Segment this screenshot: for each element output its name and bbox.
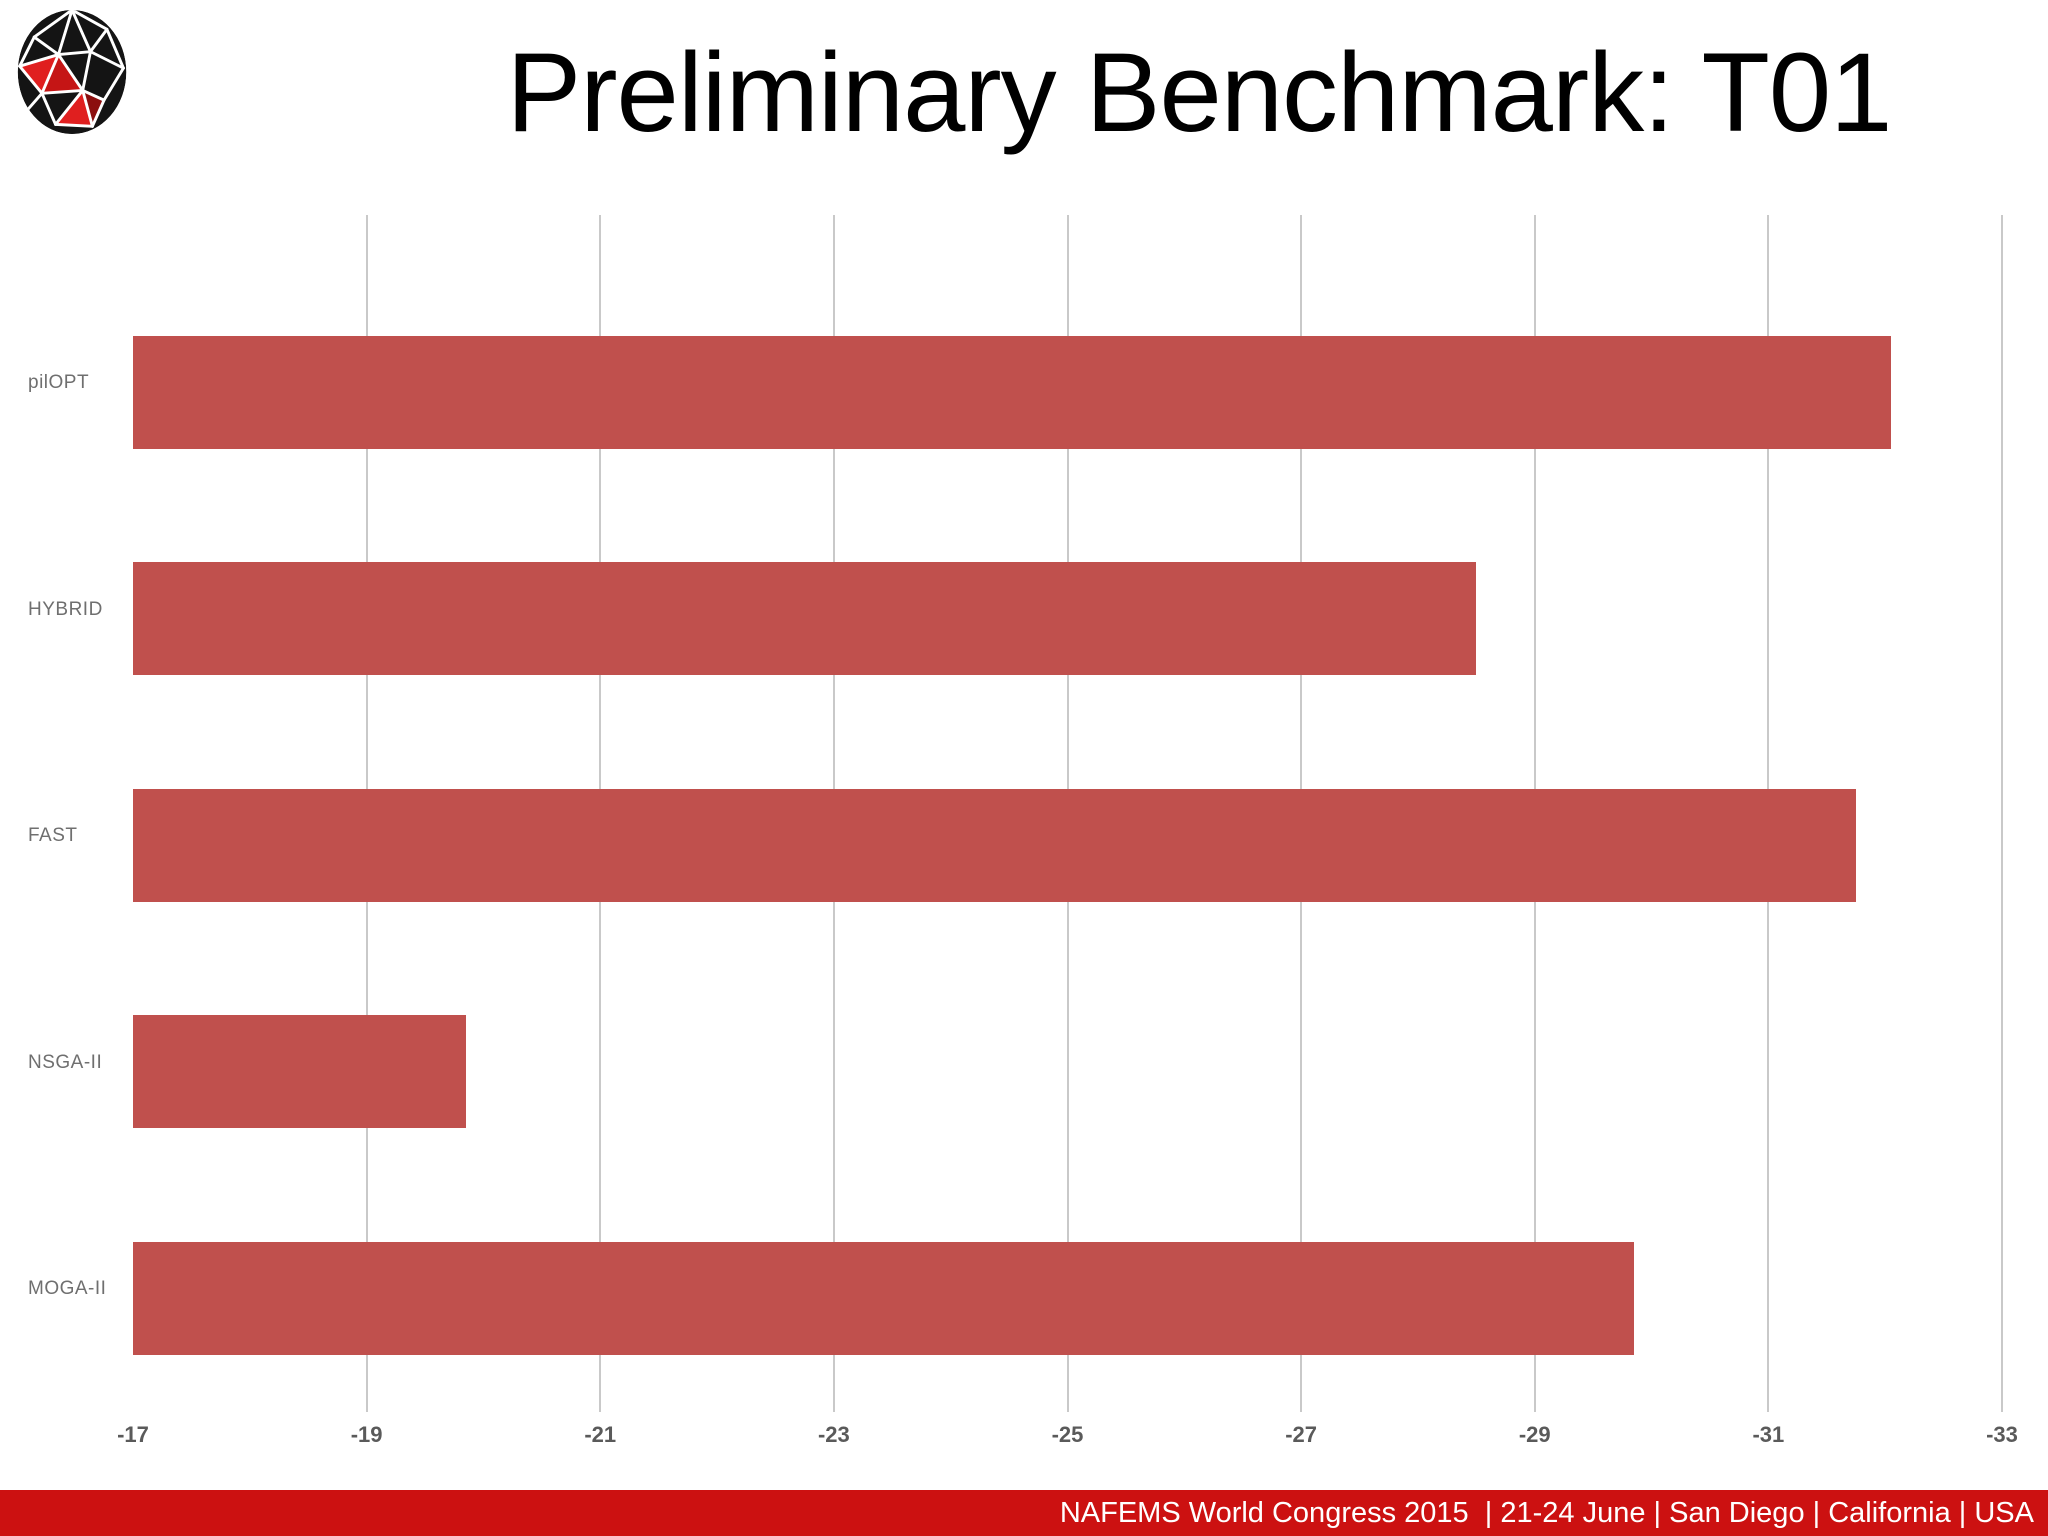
- x-tick-label: -23: [817, 1422, 850, 1447]
- category-label: HYBRID: [28, 598, 103, 620]
- x-tick-label: -17: [117, 1422, 149, 1447]
- category-label: MOGA-II: [28, 1278, 107, 1299]
- benchmark-bar-chart: pilOPT HYBRID FAST NSGA-II MOGA-II -17 -19 -21 -…: [28, 215, 2018, 1447]
- chart-bar-nsga-ii: [133, 1015, 466, 1128]
- x-tick-label: -21: [584, 1422, 617, 1447]
- x-tick-label: -27: [1285, 1422, 1318, 1447]
- page-title: Preliminary Benchmark: T01: [506, 30, 1893, 155]
- chart-bar-pilopt: [133, 335, 1892, 449]
- x-tick-label: -19: [350, 1422, 383, 1447]
- footer-text: NAFEMS World Congress 2015 | 21-24 June …: [1059, 1496, 2034, 1529]
- footer-bar: NAFEMS World Congress 2015 | 21-24 June …: [0, 1490, 2048, 1536]
- chart-bar-moga-ii: [133, 1241, 1635, 1355]
- x-tick-label: -25: [1051, 1422, 1084, 1447]
- sphere-logo-icon: [17, 9, 127, 135]
- x-tick-label: -31: [1752, 1422, 1785, 1447]
- esteco-logo: [14, 8, 132, 136]
- category-label: NSGA-II: [28, 1051, 103, 1073]
- category-label: pilOPT: [28, 372, 90, 393]
- category-label: FAST: [28, 825, 78, 846]
- gridline: [2001, 215, 2003, 1412]
- x-tick-label: -29: [1518, 1422, 1551, 1447]
- chart-bar-fast: [133, 788, 1856, 902]
- x-tick-label: -33: [1986, 1422, 2018, 1447]
- chart-bar-hybrid: [133, 562, 1477, 675]
